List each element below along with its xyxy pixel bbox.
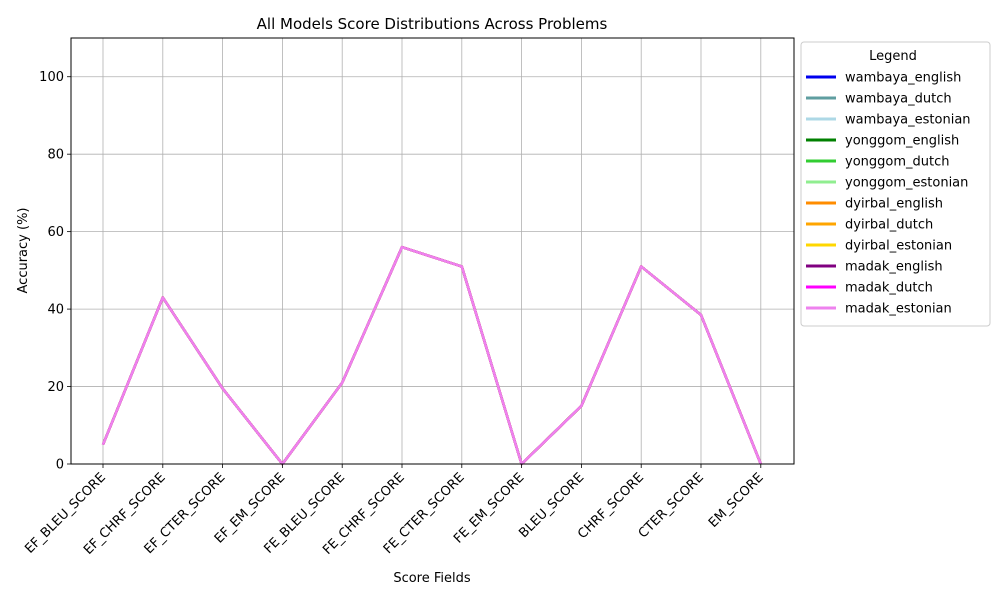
legend-label-madak_estonian: madak_estonian	[845, 302, 952, 317]
legend-label-wambaya_english: wambaya_english	[845, 71, 961, 86]
chart-title: All Models Score Distributions Across Pr…	[257, 15, 608, 33]
legend-label-yonggom_dutch: yonggom_dutch	[845, 155, 949, 170]
legend-box	[800, 41, 991, 327]
legend-title: Legend	[869, 49, 917, 64]
y-axis-label: Accuracy (%)	[16, 208, 31, 294]
x-axis-label: Score Fields	[393, 571, 471, 586]
grid-lines	[71, 38, 794, 465]
y-tick-label: 80	[47, 148, 64, 163]
y-axis-ticks: 0 20 40 60 80 100	[39, 70, 71, 473]
legend: Legend wambaya_english wambaya_dutchwamba…	[800, 41, 991, 327]
legend-label-dyirbal_dutch: dyirbal_dutch	[845, 218, 933, 233]
plot-area-frame	[70, 37, 795, 465]
y-tick-label: 40	[47, 303, 64, 318]
y-tick-label: 100	[39, 70, 64, 85]
x-tick-label: EM_SCORE	[706, 470, 767, 531]
legend-label-madak_english: madak_english	[845, 260, 943, 275]
y-tick-label: 60	[47, 225, 64, 240]
legend-label-wambaya_dutch: wambaya_dutch	[845, 92, 952, 107]
y-tick-label: 0	[56, 458, 64, 473]
x-axis-ticks: EF_BLEU_SCOREEF_CHRF_SCOREEF_CTER_SCOREE…	[22, 464, 767, 558]
legend-label-dyirbal_english: dyirbal_english	[845, 197, 943, 212]
y-tick-label: 20	[47, 380, 64, 395]
legend-label-dyirbal_estonian: dyirbal_estonian	[845, 239, 952, 254]
series-lines	[101, 245, 762, 466]
legend-label-madak_dutch: madak_dutch	[845, 281, 933, 296]
legend-label-wambaya_estonian: wambaya_estonian	[845, 113, 971, 128]
series-line-madak_estonian	[101, 245, 762, 466]
legend-label-yonggom_english: yonggom_english	[845, 134, 959, 149]
legend-label-yonggom_estonian: yonggom_estonian	[845, 176, 968, 191]
